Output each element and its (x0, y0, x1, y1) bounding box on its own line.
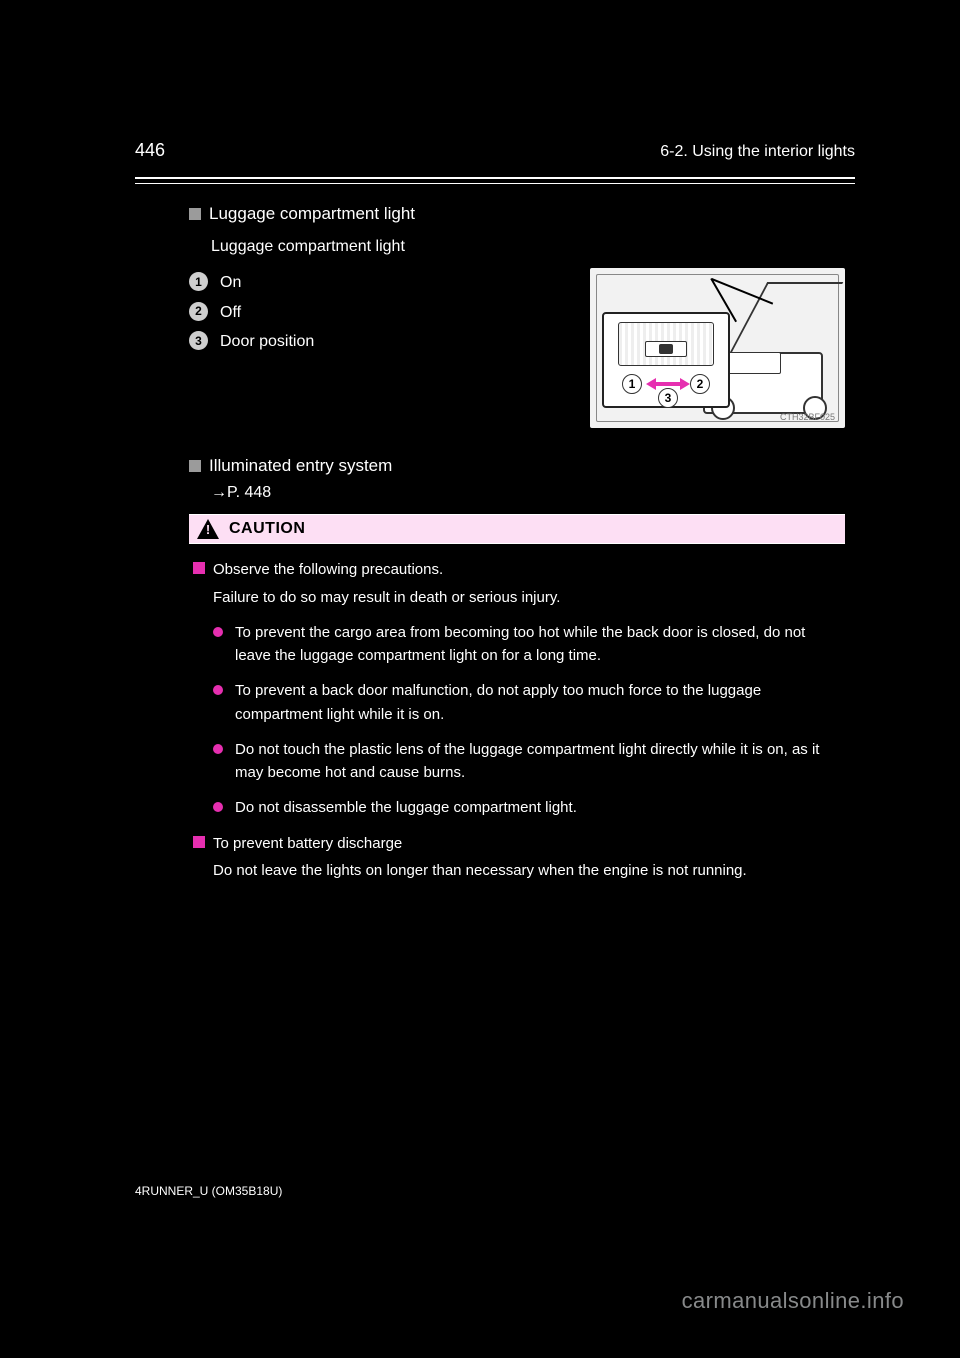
breadcrumb: 6-2. Using the interior lights (660, 143, 855, 161)
doc-code: 4RUNNER_U (OM35B18U) (135, 1184, 282, 1198)
caution-bullet-3: Do not touch the plastic lens of the lug… (213, 738, 841, 785)
page-root: 446 6-2. Using the interior lights Lugga… (0, 0, 960, 1358)
caution-bullet-1-text: To prevent the cargo area from becoming … (235, 621, 841, 668)
content: Luggage compartment light Luggage compar… (135, 202, 855, 900)
magenta-dot-icon (213, 802, 223, 812)
magenta-dot-icon (213, 744, 223, 754)
magenta-square-icon (193, 562, 205, 574)
divider-thin (135, 183, 855, 184)
section1-body: 1 On 2 Off 3 Door position (189, 268, 845, 428)
section2-xref: →P. 448 (211, 482, 845, 504)
caution-group1-text: Failure to do so may result in death or … (213, 586, 841, 609)
magenta-square-icon (193, 836, 205, 848)
section1-subtitle: Luggage compartment light (211, 236, 845, 258)
panel-circle-3: 3 (658, 388, 678, 408)
caution-bullet-4: Do not disassemble the luggage compartme… (213, 796, 841, 819)
caution-bullet-4-text: Do not disassemble the luggage compartme… (235, 796, 577, 819)
magenta-dot-icon (213, 627, 223, 637)
section2-title-text: Illuminated entry system (209, 456, 392, 475)
caution-box: ! CAUTION Observe the following precauti… (189, 514, 845, 900)
caution-bullet-2-text: To prevent a back door malfunction, do n… (235, 679, 841, 726)
section1-list: 1 On 2 Off 3 Door position (189, 268, 572, 428)
caution-group2-title: To prevent battery discharge (193, 832, 841, 855)
number-badge-3-icon: 3 (189, 331, 208, 350)
caution-group1-title: Observe the following precautions. (193, 558, 841, 581)
switch-panel-inset: 1 2 3 (602, 312, 730, 408)
list-item-2-label: Off (220, 298, 241, 328)
list-item-1-label: On (220, 268, 241, 298)
caution-label: CAUTION (229, 520, 305, 538)
illustration: 1 2 3 CTH32BF025 (590, 268, 845, 428)
caution-bullet-2: To prevent a back door malfunction, do n… (213, 679, 841, 726)
warning-triangle-icon: ! (197, 519, 219, 539)
number-badge-2-icon: 2 (189, 302, 208, 321)
list-item-2: 2 Off (189, 298, 572, 328)
caution-heading-bar: ! CAUTION (189, 514, 845, 544)
divider-thick (135, 177, 855, 179)
caution-group2-text: Do not leave the lights on longer than n… (213, 859, 841, 882)
caution-body: Observe the following precautions. Failu… (189, 544, 845, 882)
list-item-3-label: Door position (220, 327, 314, 357)
switch-knob-icon (659, 344, 673, 354)
illustration-code: CTH32BF025 (780, 412, 835, 422)
page-header: 446 6-2. Using the interior lights (135, 140, 855, 161)
caution-bullet-3-text: Do not touch the plastic lens of the lug… (235, 738, 841, 785)
caution-bullet-1: To prevent the cargo area from becoming … (213, 621, 841, 668)
list-item-1: 1 On (189, 268, 572, 298)
panel-circle-2: 2 (690, 374, 710, 394)
panel-circle-1: 1 (622, 374, 642, 394)
magenta-dot-icon (213, 685, 223, 695)
grey-square-icon (189, 208, 201, 220)
section1-title: Luggage compartment light (189, 202, 845, 226)
section2-title: Illuminated entry system (189, 454, 845, 478)
page-number: 446 (135, 140, 165, 161)
caution-group1-title-text: Observe the following precautions. (213, 558, 443, 581)
section1-title-text: Luggage compartment light (209, 204, 415, 223)
grey-square-icon (189, 460, 201, 472)
caution-group2-title-text: To prevent battery discharge (213, 832, 402, 855)
list-item-3: 3 Door position (189, 327, 572, 357)
watermark-brand: carmanualsonline.info (682, 1288, 904, 1314)
number-badge-1-icon: 1 (189, 272, 208, 291)
